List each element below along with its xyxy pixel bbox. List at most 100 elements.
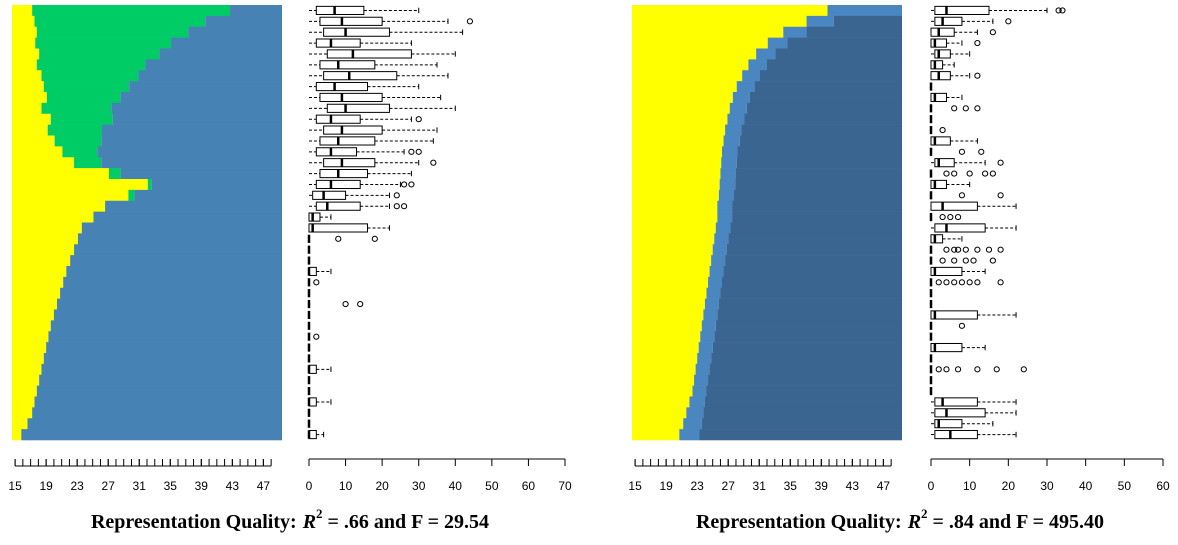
bar-segment bbox=[54, 135, 102, 147]
bar-segment bbox=[12, 70, 42, 82]
bar-segment bbox=[692, 385, 707, 397]
bar-segment bbox=[12, 363, 42, 376]
bar-segment bbox=[43, 353, 282, 365]
bar-segment bbox=[720, 287, 902, 299]
bar-segment bbox=[725, 124, 742, 136]
bar-segment bbox=[749, 92, 902, 104]
outlier bbox=[974, 279, 981, 286]
bar-segment bbox=[93, 211, 282, 223]
bar-segment bbox=[767, 59, 902, 71]
bar-segment bbox=[12, 244, 75, 256]
bar-segment bbox=[230, 5, 282, 17]
bar-segment bbox=[632, 342, 699, 354]
bar-segment bbox=[12, 179, 148, 191]
box bbox=[319, 60, 376, 70]
outlier bbox=[415, 148, 422, 155]
bar-segment bbox=[12, 92, 47, 104]
bar-segment bbox=[632, 168, 721, 180]
bar-segment bbox=[735, 179, 902, 191]
box bbox=[930, 179, 947, 190]
bar-segment bbox=[12, 5, 33, 17]
bar-segment bbox=[704, 396, 902, 408]
bar-segment bbox=[46, 342, 282, 354]
bar-segment bbox=[12, 331, 49, 343]
bar-segment bbox=[74, 157, 102, 169]
outlier bbox=[466, 18, 474, 25]
outlier bbox=[985, 246, 993, 253]
bar-segment bbox=[712, 244, 727, 256]
bar-segment bbox=[41, 363, 282, 376]
box bbox=[323, 125, 383, 135]
outlier bbox=[342, 300, 349, 308]
outlier bbox=[989, 170, 996, 177]
bar-segment bbox=[171, 37, 282, 49]
bar-segment bbox=[632, 135, 724, 147]
box bbox=[930, 310, 978, 320]
caption-exponent: 2 bbox=[316, 506, 323, 521]
outlier bbox=[974, 39, 981, 47]
bar-segment bbox=[32, 5, 231, 17]
x-tick-label: 43 bbox=[226, 479, 240, 493]
bar-segment bbox=[53, 309, 283, 321]
bar-segment bbox=[711, 255, 726, 267]
bar-segment bbox=[102, 124, 282, 136]
bar-segment bbox=[41, 102, 112, 115]
bar-segment bbox=[721, 157, 737, 169]
bar-segment bbox=[12, 309, 54, 321]
x-tick-label: 47 bbox=[877, 479, 891, 493]
caption-symbol: R bbox=[302, 511, 316, 533]
outlier bbox=[943, 170, 950, 177]
bar-segment bbox=[728, 233, 902, 245]
bar-segment bbox=[632, 331, 701, 343]
bar-segment bbox=[128, 189, 135, 202]
outlier bbox=[951, 246, 958, 253]
bar-segment bbox=[701, 418, 902, 430]
bar-segment bbox=[730, 222, 902, 234]
bar-segment bbox=[39, 374, 282, 386]
bar-segment bbox=[695, 363, 710, 376]
bar-segment bbox=[77, 233, 282, 245]
bar-segment bbox=[21, 429, 283, 441]
x-tick-label: 30 bbox=[1040, 479, 1054, 493]
bar-segment bbox=[632, 37, 768, 49]
x-tick-label: 60 bbox=[1156, 479, 1170, 493]
bar-segment bbox=[632, 48, 757, 60]
x-tick-label: 60 bbox=[522, 479, 536, 493]
box bbox=[934, 223, 986, 233]
bar-segment bbox=[833, 15, 902, 28]
bar-segment bbox=[12, 287, 61, 299]
box bbox=[934, 408, 986, 418]
outlier bbox=[974, 246, 981, 253]
bar-segment bbox=[723, 135, 740, 147]
bar-segment bbox=[12, 298, 57, 310]
x-tick-label: 15 bbox=[8, 479, 22, 493]
outlier bbox=[954, 213, 962, 221]
bar-segment bbox=[632, 124, 726, 136]
outlier bbox=[939, 126, 946, 134]
bar-segment bbox=[746, 102, 902, 115]
bar-segment bbox=[709, 266, 724, 278]
x-tick-label: 23 bbox=[70, 479, 84, 493]
outlier bbox=[997, 192, 1004, 199]
bar-segment bbox=[632, 113, 728, 125]
outlier bbox=[951, 105, 958, 112]
bar-segment bbox=[787, 37, 902, 49]
bar-segment bbox=[12, 168, 109, 180]
x-tick-label: 0 bbox=[928, 479, 935, 493]
bar-segment bbox=[12, 189, 129, 202]
bar-segment bbox=[134, 189, 282, 202]
bar-segment bbox=[12, 418, 28, 430]
bar-segment bbox=[732, 200, 902, 212]
x-tick-label: 43 bbox=[846, 479, 860, 493]
bar-segment bbox=[632, 200, 718, 212]
bar-segment bbox=[714, 233, 729, 245]
x-tick-label: 23 bbox=[690, 479, 704, 493]
caption-lead: Representation Quality: bbox=[696, 511, 902, 533]
bar-segment bbox=[683, 418, 702, 430]
outlier bbox=[939, 257, 946, 264]
bar-segment bbox=[81, 222, 283, 234]
box bbox=[315, 147, 358, 157]
x-tick-label: 70 bbox=[558, 479, 572, 493]
box bbox=[930, 27, 955, 37]
bar-segment bbox=[735, 168, 902, 180]
